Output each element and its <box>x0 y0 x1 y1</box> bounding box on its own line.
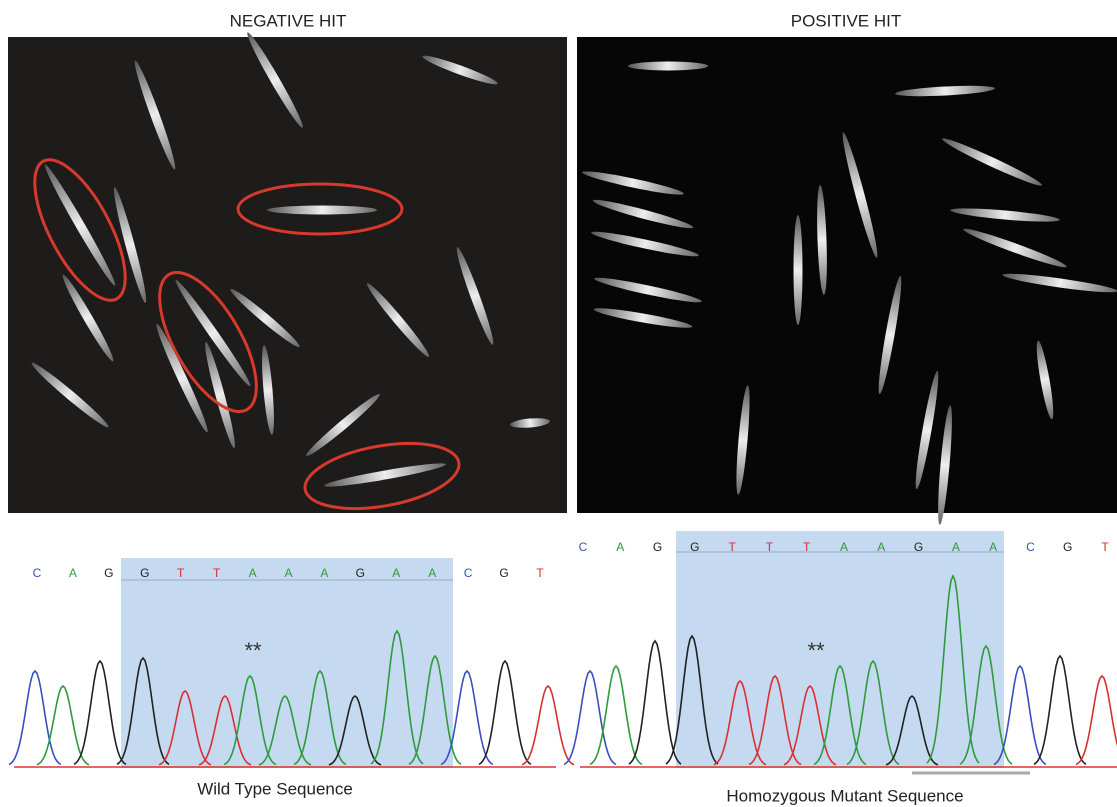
caption: Wild Type Sequence <box>197 779 353 798</box>
base-letter: T <box>536 566 544 580</box>
base-letter: C <box>1026 540 1035 554</box>
base-letter: A <box>952 540 960 554</box>
base-letter: A <box>392 566 400 580</box>
peak <box>74 661 126 764</box>
base-letter: T <box>766 540 774 554</box>
base-letter: C <box>33 566 42 580</box>
base-letter: T <box>728 540 736 554</box>
base-letter: G <box>690 540 699 554</box>
peak <box>1076 676 1117 765</box>
base-letter: A <box>284 566 292 580</box>
base-letter: G <box>140 566 149 580</box>
marker: ** <box>807 638 825 663</box>
base-letter: A <box>249 566 257 580</box>
base-letter: T <box>803 540 811 554</box>
base-letter: G <box>1063 540 1072 554</box>
caption: Homozygous Mutant Sequence <box>726 786 963 805</box>
base-letter: A <box>616 540 624 554</box>
peak <box>479 661 531 764</box>
panel-title: NEGATIVE HIT <box>230 11 347 30</box>
base-letter: G <box>653 540 662 554</box>
peak <box>564 671 616 765</box>
base-letter: G <box>104 566 113 580</box>
base-letter: G <box>499 566 508 580</box>
base-letter: A <box>989 540 997 554</box>
base-letter: T <box>213 566 221 580</box>
base-letter: G <box>914 540 923 554</box>
peak <box>629 641 681 764</box>
panel-title: POSITIVE HIT <box>791 11 902 30</box>
highlight-region <box>676 531 1004 768</box>
larva <box>628 62 708 71</box>
larva <box>794 215 803 325</box>
base-letter: A <box>428 566 436 580</box>
peak <box>590 666 642 765</box>
base-letter: A <box>877 540 885 554</box>
marker: ** <box>244 638 262 663</box>
base-letter: T <box>1101 540 1109 554</box>
base-letter: G <box>356 566 365 580</box>
base-letter: C <box>579 540 588 554</box>
peak <box>1034 656 1086 764</box>
peak <box>522 686 574 765</box>
base-letter: C <box>464 566 473 580</box>
base-letter: A <box>69 566 77 580</box>
base-letter: T <box>177 566 185 580</box>
figure: NEGATIVE HIT POSITIVE HIT ** ** Wild Typ… <box>0 0 1117 807</box>
larva <box>267 206 377 215</box>
base-letter: A <box>840 540 848 554</box>
base-letter: A <box>320 566 328 580</box>
microscopy-image <box>577 37 1117 513</box>
